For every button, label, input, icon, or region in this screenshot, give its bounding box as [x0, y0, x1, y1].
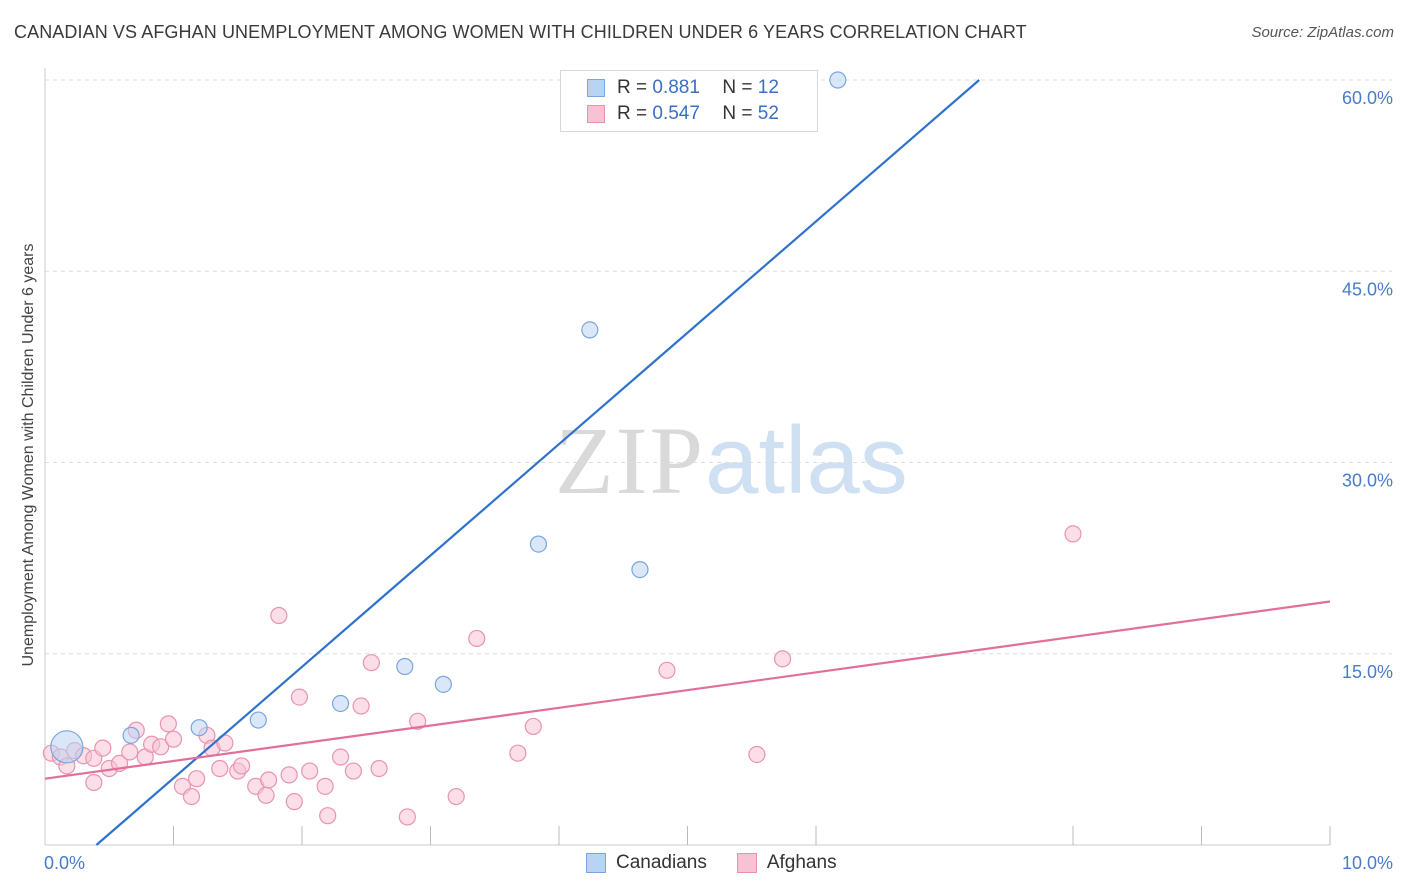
canadian-point [50, 730, 84, 764]
afghan-point [152, 738, 170, 756]
afghan-point [301, 762, 319, 780]
afghans-legend-label: Afghans [766, 852, 837, 873]
r-value: 0.547 [652, 103, 700, 124]
n-value: 52 [757, 103, 779, 124]
r-label: R = [617, 103, 648, 124]
y-tick-label: 60.0% [1342, 88, 1393, 108]
x-tick-label: 10.0% [1342, 853, 1393, 873]
afghan-point [182, 787, 201, 806]
afghan-point [409, 712, 427, 730]
correlation-legend: R = 0.881 N = 12 R = 0.547 N = 52 [560, 70, 818, 132]
afghan-point [1064, 525, 1082, 543]
afghan-point [270, 606, 288, 625]
canadian-point [190, 719, 208, 737]
afghan-point [257, 786, 275, 804]
afghan-point [85, 773, 103, 792]
afghan-point [398, 808, 416, 826]
canadians-legend-swatch [586, 853, 606, 873]
source-label: Source: ZipAtlas.com [1251, 24, 1394, 41]
afghan-point [188, 770, 206, 788]
canadian-point [829, 71, 847, 89]
afghan-point [524, 717, 542, 736]
afghan-point [316, 777, 334, 795]
afghan-point [748, 745, 766, 764]
canadian-point [631, 560, 649, 579]
afghan-point [447, 787, 465, 806]
canadian-point [434, 675, 452, 693]
r-label: R = [617, 77, 648, 98]
afghan-point [290, 688, 309, 706]
afghan-point [285, 793, 303, 811]
afghan-point [352, 697, 370, 715]
legend-row-afghans: R = 0.547 N = 52 [587, 102, 779, 126]
afghan-point [259, 771, 278, 789]
afghan-trend-line [44, 600, 1331, 780]
afghans-swatch [587, 105, 605, 123]
x-tick-label: 0.0% [44, 853, 85, 873]
watermark: ZIPatlas [555, 405, 908, 516]
canadian-point [529, 535, 548, 553]
afghan-point [280, 766, 298, 784]
chart-title: CANADIAN VS AFGHAN UNEMPLOYMENT AMONG WO… [14, 22, 1027, 42]
y-tick-label: 45.0% [1342, 279, 1393, 299]
canadian-point [249, 711, 267, 729]
afghan-point [370, 759, 388, 778]
watermark-atlas: atlas [705, 407, 908, 514]
canadian-point [331, 694, 350, 713]
canadians-legend-label: Canadians [616, 852, 707, 873]
legend-row-canadians: R = 0.881 N = 12 [587, 76, 779, 100]
n-label: N = [722, 103, 753, 124]
legend-item-canadians[interactable]: Canadians [586, 852, 707, 874]
afghan-point [121, 743, 139, 761]
afghan-point [658, 661, 676, 679]
afghan-point [233, 757, 251, 775]
afghan-point [164, 730, 183, 748]
y-tick-label: 15.0% [1342, 662, 1393, 682]
afghan-point [94, 739, 112, 757]
afghan-point [468, 629, 486, 648]
canadian-trend-line [95, 79, 980, 846]
afghans-legend-swatch [736, 853, 757, 873]
afghan-point [362, 654, 380, 672]
canadian-point [396, 657, 414, 676]
afghan-point [159, 715, 177, 733]
series-legend: Canadians Afghans [586, 852, 867, 874]
afghan-point [331, 748, 350, 766]
y-tick-label: 30.0% [1342, 471, 1393, 491]
afghan-point [211, 759, 229, 778]
canadian-point [122, 726, 140, 744]
canadians-swatch [587, 79, 605, 97]
legend-item-afghans[interactable]: Afghans [736, 852, 837, 874]
r-value: 0.881 [652, 77, 700, 98]
afghan-point [344, 762, 362, 780]
afghan-point [773, 650, 792, 668]
afghan-point [509, 744, 527, 762]
canadian-point [581, 321, 599, 339]
n-label: N = [722, 77, 753, 98]
afghan-point [319, 807, 337, 825]
n-value: 12 [757, 77, 779, 98]
